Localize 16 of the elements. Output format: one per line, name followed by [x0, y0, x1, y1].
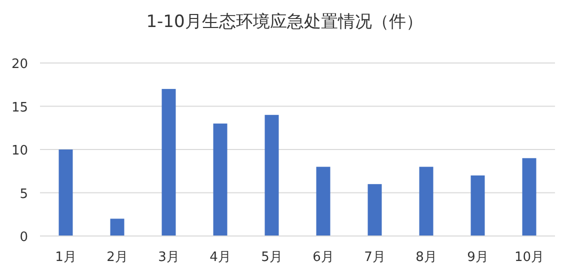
y-tick-label: 15 — [11, 100, 28, 116]
x-tick-label: 9月 — [467, 250, 488, 265]
x-tick-label: 1月 — [55, 250, 76, 265]
x-tick-label: 5月 — [261, 250, 282, 265]
x-tick-label: 10月 — [514, 250, 544, 265]
y-tick-label: 5 — [20, 186, 28, 202]
x-tick-label: 4月 — [210, 250, 231, 265]
title: 1-10月生态环境应急处置情况（件） — [146, 12, 423, 32]
x-tick-label: 6月 — [312, 250, 334, 265]
x-tick-label: 8月 — [416, 250, 437, 265]
x-tick-label: 2月 — [106, 250, 128, 265]
y-tick-label: 0 — [20, 230, 28, 245]
x-tick-label: 7月 — [364, 250, 386, 265]
y-tick-label: 10 — [11, 144, 28, 158]
y-tick-label: 20 — [11, 57, 28, 72]
x-tick-label: 3月 — [158, 250, 180, 265]
